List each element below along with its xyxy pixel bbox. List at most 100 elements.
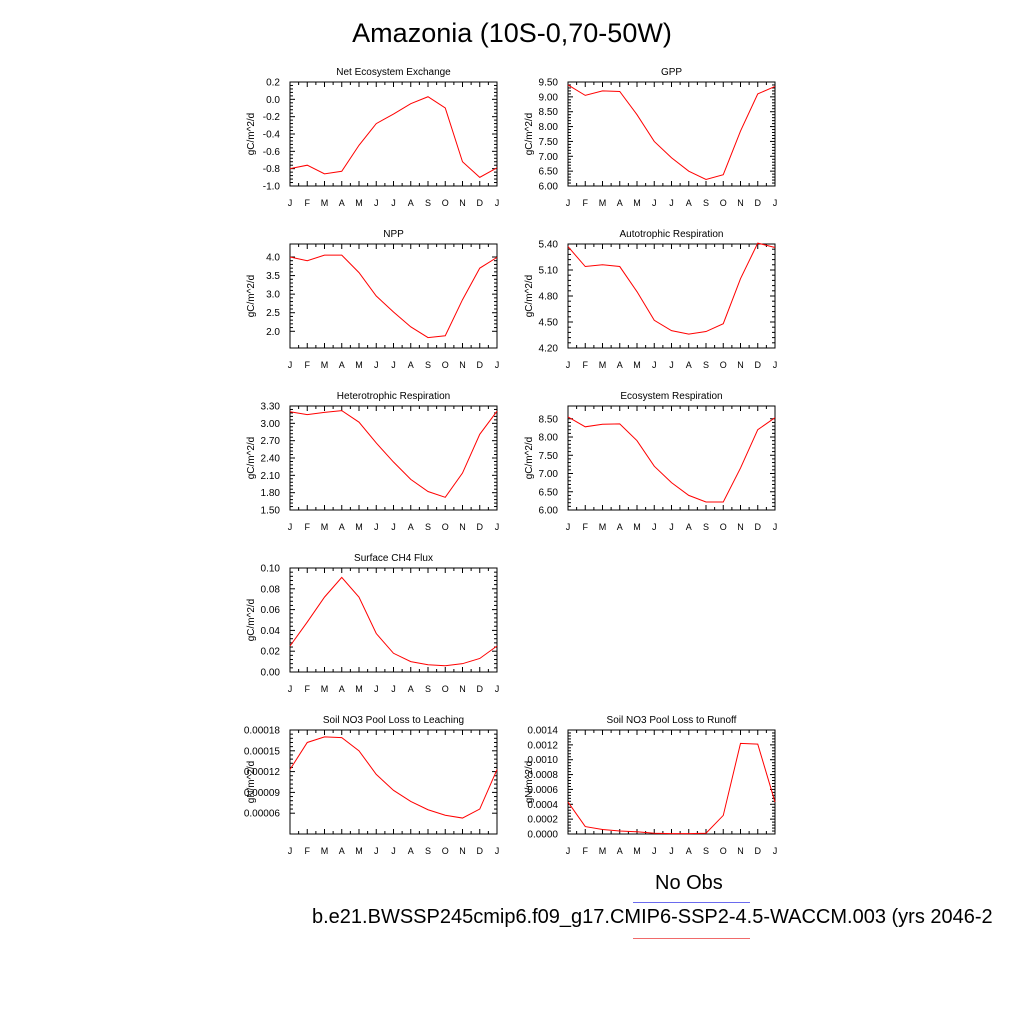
x-tick-label: F bbox=[583, 198, 589, 208]
panel-title: Heterotrophic Respiration bbox=[337, 391, 450, 402]
x-tick-label: J bbox=[391, 522, 396, 532]
y-tick-label: 0.00 bbox=[261, 668, 281, 679]
x-tick-label: J bbox=[374, 522, 379, 532]
x-tick-label: A bbox=[408, 522, 414, 532]
y-tick-label: 1.80 bbox=[261, 488, 281, 499]
x-tick-label: O bbox=[720, 198, 727, 208]
chart-panel-soil-no3-pool-loss-to-leaching: Soil NO3 Pool Loss to Leaching gN/m^2/d J F… bbox=[244, 715, 499, 856]
x-tick-label: J bbox=[773, 522, 778, 532]
y-tick-label: 0.0012 bbox=[527, 740, 558, 751]
y-axis-label: gN/m^2/d bbox=[246, 761, 257, 804]
panel-title: Ecosystem Respiration bbox=[620, 391, 722, 402]
x-tick-label: M bbox=[599, 360, 607, 370]
x-tick-label: N bbox=[459, 684, 466, 694]
y-tick-label: 4.0 bbox=[266, 253, 280, 264]
y-tick-label: 3.5 bbox=[266, 271, 280, 282]
x-tick-label: J bbox=[773, 198, 778, 208]
series-line bbox=[289, 576, 498, 667]
x-tick-label: M bbox=[355, 684, 363, 694]
x-tick-label: M bbox=[321, 684, 329, 694]
x-tick-label: J bbox=[288, 522, 293, 532]
y-tick-label: 2.0 bbox=[266, 327, 280, 338]
y-tick-label: 0.2 bbox=[266, 78, 280, 89]
y-tick-label: 6.50 bbox=[539, 487, 559, 498]
x-tick-label: D bbox=[477, 360, 484, 370]
x-tick-label: D bbox=[755, 360, 762, 370]
x-tick-label: F bbox=[583, 360, 589, 370]
series-line bbox=[289, 96, 498, 178]
x-tick-label: N bbox=[459, 198, 466, 208]
x-tick-label: M bbox=[633, 846, 641, 856]
x-tick-label: A bbox=[617, 360, 623, 370]
y-tick-label: -0.6 bbox=[263, 147, 281, 158]
y-tick-label: 0.04 bbox=[261, 626, 281, 637]
y-tick-label: 0.00015 bbox=[244, 746, 281, 757]
x-tick-label: J bbox=[566, 522, 571, 532]
plot-frame bbox=[289, 729, 498, 835]
y-axis-label: gC/m^2/d bbox=[524, 437, 535, 480]
y-tick-label: 7.00 bbox=[539, 152, 559, 163]
y-tick-label: -0.2 bbox=[263, 112, 281, 123]
y-tick-label: 8.50 bbox=[539, 107, 559, 118]
y-tick-label: 4.80 bbox=[539, 292, 559, 303]
x-tick-label: N bbox=[459, 360, 466, 370]
series-line bbox=[567, 84, 776, 180]
x-tick-label: F bbox=[305, 360, 311, 370]
y-axis-label: gC/m^2/d bbox=[524, 275, 535, 318]
x-tick-label: J bbox=[495, 198, 500, 208]
x-tick-label: A bbox=[408, 846, 414, 856]
y-axis-label: gC/m^2/d bbox=[246, 599, 257, 642]
x-tick-label: O bbox=[442, 846, 449, 856]
legend-case-line bbox=[633, 938, 750, 939]
x-tick-label: O bbox=[442, 684, 449, 694]
x-tick-label: M bbox=[321, 846, 329, 856]
x-tick-label: J bbox=[495, 522, 500, 532]
x-tick-label: F bbox=[583, 522, 589, 532]
x-tick-label: F bbox=[305, 846, 311, 856]
x-tick-label: N bbox=[737, 198, 744, 208]
x-tick-label: A bbox=[339, 846, 345, 856]
y-tick-label: 4.20 bbox=[539, 344, 559, 355]
x-tick-label: M bbox=[321, 360, 329, 370]
y-tick-label: 3.30 bbox=[261, 402, 281, 413]
x-tick-label: N bbox=[737, 522, 744, 532]
y-tick-label: 6.00 bbox=[539, 182, 559, 193]
y-tick-label: 0.00006 bbox=[244, 809, 281, 820]
y-tick-label: 6.00 bbox=[539, 506, 559, 517]
y-axis-label: gN/m^2/d bbox=[524, 761, 535, 804]
x-tick-label: N bbox=[459, 846, 466, 856]
y-tick-label: 0.0004 bbox=[527, 800, 558, 811]
x-tick-label: J bbox=[288, 360, 293, 370]
x-tick-label: A bbox=[617, 198, 623, 208]
y-tick-label: 0.0014 bbox=[527, 726, 558, 737]
y-tick-label: 0.00018 bbox=[244, 726, 281, 737]
y-tick-label: 6.50 bbox=[539, 167, 559, 178]
x-tick-label: A bbox=[686, 846, 692, 856]
x-tick-label: A bbox=[339, 360, 345, 370]
x-tick-label: F bbox=[305, 522, 311, 532]
y-tick-label: 0.10 bbox=[261, 564, 281, 575]
y-axis-label: gC/m^2/d bbox=[246, 437, 257, 480]
y-tick-label: 0.0008 bbox=[527, 770, 558, 781]
x-tick-label: A bbox=[339, 684, 345, 694]
x-tick-label: O bbox=[720, 360, 727, 370]
x-tick-label: J bbox=[495, 684, 500, 694]
series-line bbox=[567, 416, 776, 503]
x-tick-label: M bbox=[355, 846, 363, 856]
series-line bbox=[567, 242, 776, 335]
x-tick-label: J bbox=[374, 360, 379, 370]
x-tick-label: O bbox=[442, 360, 449, 370]
y-tick-label: 3.0 bbox=[266, 290, 280, 301]
x-tick-label: A bbox=[408, 684, 414, 694]
panel-title: GPP bbox=[661, 67, 682, 78]
x-tick-label: M bbox=[599, 522, 607, 532]
panel-title: Soil NO3 Pool Loss to Leaching bbox=[323, 715, 464, 726]
x-tick-label: A bbox=[408, 198, 414, 208]
legend-obs-line bbox=[633, 902, 750, 903]
x-tick-label: M bbox=[633, 522, 641, 532]
y-tick-label: 9.50 bbox=[539, 78, 559, 89]
